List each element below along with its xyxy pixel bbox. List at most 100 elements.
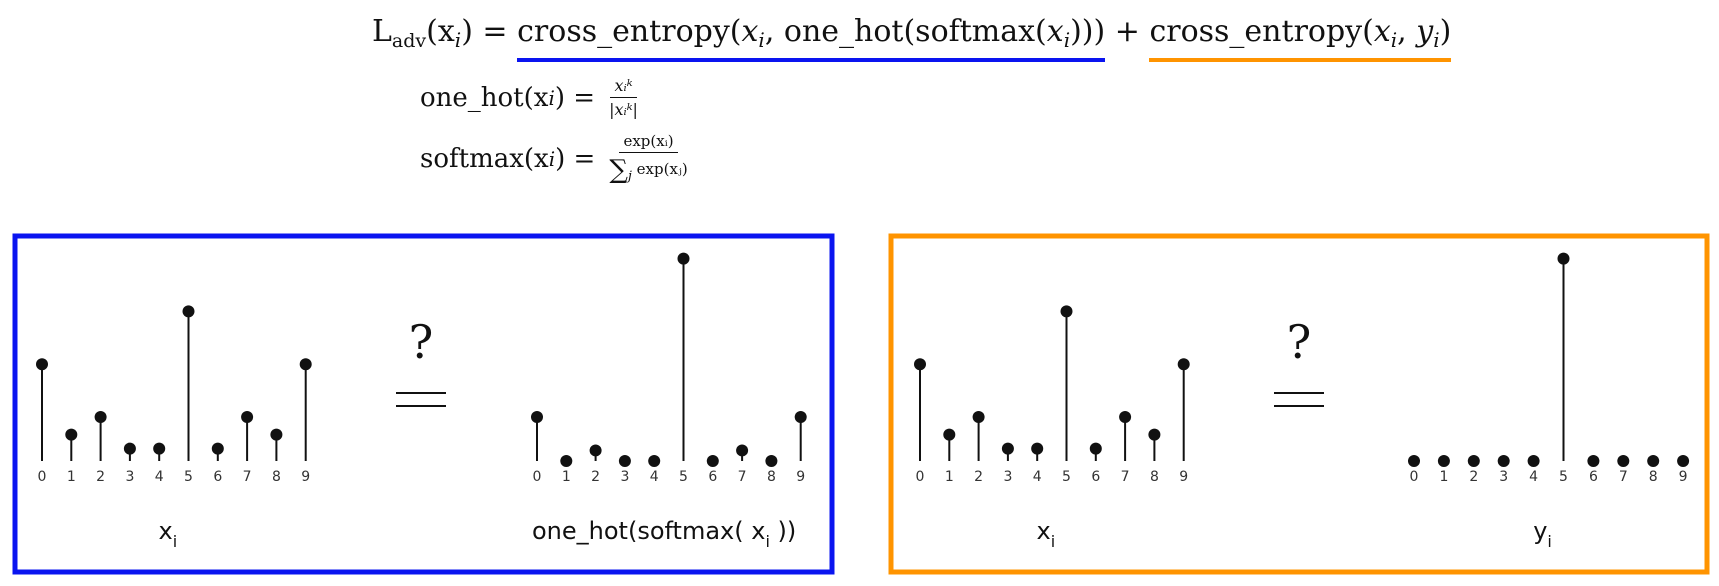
stem-marker-9	[794, 411, 807, 423]
chart-label-sub: i	[765, 532, 769, 551]
adversarial-loss-equation: Ladv(xi) = cross_entropy(xi, one_hot(sof…	[372, 14, 1452, 62]
tick-label-6: 6	[708, 469, 717, 485]
tick-label-5: 5	[184, 469, 193, 485]
softmax-lhs-sub: i	[548, 146, 556, 171]
term-one-prefix: cross_entropy(	[517, 14, 742, 49]
onehot-fraction: xᵢᵏ |xᵢᵏ|	[605, 76, 642, 119]
tick-label-1: 1	[945, 469, 954, 485]
stem-marker-6	[1587, 455, 1600, 467]
tick-label-5: 5	[679, 469, 688, 485]
plus-sign: +	[1105, 14, 1150, 49]
stem-marker-6	[1089, 442, 1102, 455]
tick-label-3: 3	[1499, 469, 1508, 485]
sum-symbol: ∑	[609, 155, 628, 185]
tick-label-6: 6	[1091, 469, 1100, 485]
tick-label-2: 2	[96, 469, 105, 485]
loss-symbol: L	[372, 14, 392, 49]
chart-label: yi	[1533, 517, 1552, 551]
stem-marker-3	[1001, 442, 1014, 455]
tick-label-8: 8	[272, 469, 281, 485]
stem-marker-6	[211, 442, 224, 455]
orange-panel-frame	[888, 233, 1710, 575]
stem-marker-9	[1677, 455, 1690, 467]
stem-marker-5	[1060, 305, 1073, 318]
blue-underline	[517, 58, 1106, 62]
loss-subscript: adv	[391, 30, 427, 52]
tick-label-9: 9	[301, 469, 310, 485]
softmax-definition: softmax(x i) = exp(xᵢ) ∑j exp(xⱼ)	[420, 132, 692, 185]
term-one-x2-sub: i	[1063, 28, 1071, 52]
stem-marker-0	[531, 411, 543, 423]
term-one: cross_entropy(xi, one_hot(softmax(xi)))	[517, 14, 1106, 62]
stem-marker-6	[706, 455, 719, 467]
stem-marker-9	[1177, 358, 1190, 371]
comparison-symbols: ??	[396, 315, 1324, 407]
tick-label-1: 1	[1439, 469, 1448, 485]
chart-label-main: x	[1037, 517, 1051, 545]
stem-marker-1	[560, 455, 573, 467]
term-two: cross_entropy(xi, yi)	[1149, 14, 1452, 62]
question-mark: ?	[409, 315, 434, 369]
stem-marker-3	[618, 455, 631, 467]
orange-underline	[1149, 58, 1452, 62]
softmax-equals: ) =	[555, 143, 596, 174]
stem-marker-5	[677, 252, 690, 265]
blue-right-chart: 0 1 2 3 4 5 6 7 8 9 one_hot(softmax( xi ))	[531, 252, 807, 551]
chart-label: one_hot(softmax( xi ))	[532, 517, 796, 551]
stem-marker-4	[1031, 442, 1044, 455]
tick-label-8: 8	[767, 469, 776, 485]
stem-marker-7	[1617, 455, 1630, 467]
stem-marker-0	[914, 358, 926, 371]
stem-marker-2	[972, 411, 985, 423]
formula-block: Ladv(xi) = cross_entropy(xi, one_hot(sof…	[0, 0, 1719, 200]
tick-label-2: 2	[1469, 469, 1478, 485]
tick-label-2: 2	[974, 469, 983, 485]
stem-marker-9	[299, 358, 312, 371]
tick-label-0: 0	[38, 469, 47, 485]
stem-marker-8	[1148, 428, 1161, 441]
term-two-x: x	[1373, 14, 1391, 49]
term-two-prefix: cross_entropy(	[1149, 14, 1374, 49]
stem-marker-5	[1557, 252, 1570, 265]
tick-label-8: 8	[1649, 469, 1658, 485]
stem-marker-2	[94, 411, 107, 423]
term-two-y: y	[1416, 14, 1434, 49]
chart-label-sub: i	[173, 532, 177, 551]
term-one-x-sub: i	[758, 28, 765, 52]
tick-label-7: 7	[738, 469, 747, 485]
softmax-denominator: ∑j exp(xⱼ)	[605, 153, 691, 185]
tick-label-0: 0	[1410, 469, 1419, 485]
tick-label-3: 3	[620, 469, 629, 485]
tick-label-7: 7	[1121, 469, 1130, 485]
blue-left-chart: 0 1 2 3 4 5 6 7 8 9 xi	[36, 305, 312, 551]
stem-marker-8	[1647, 455, 1660, 467]
tick-label-5: 5	[1559, 469, 1568, 485]
softmax-numerator: exp(xᵢ)	[619, 132, 678, 153]
tick-label-4: 4	[1529, 469, 1538, 485]
softmax-fraction: exp(xᵢ) ∑j exp(xⱼ)	[605, 132, 691, 185]
stem-marker-1	[65, 428, 78, 441]
stem-marker-5	[182, 305, 195, 318]
stem-marker-8	[270, 428, 283, 441]
tick-label-0: 0	[533, 469, 542, 485]
tick-label-8: 8	[1150, 469, 1159, 485]
sum-subscript: j	[627, 169, 632, 184]
term-one-x2: x	[1046, 14, 1064, 49]
loss-equals: ) =	[461, 14, 518, 49]
stem-marker-4	[648, 455, 661, 467]
tick-label-1: 1	[67, 469, 76, 485]
softmax-lhs: softmax(x	[420, 143, 549, 174]
tick-label-6: 6	[213, 469, 222, 485]
stem-marker-1	[1437, 455, 1450, 467]
chart-label: xi	[159, 517, 178, 551]
onehot-numerator: xᵢᵏ	[610, 76, 637, 98]
tick-label-3: 3	[1003, 469, 1012, 485]
term-one-suffix: )))	[1070, 14, 1106, 49]
stem-marker-7	[1119, 411, 1132, 423]
tick-label-6: 6	[1589, 469, 1598, 485]
question-equals-symbol: ?	[396, 315, 446, 407]
stem-marker-2	[589, 444, 602, 457]
stem-marker-4	[1527, 455, 1540, 467]
term-one-mid: , one_hot(softmax(	[764, 14, 1047, 49]
question-equals-symbol: ?	[1274, 315, 1324, 407]
